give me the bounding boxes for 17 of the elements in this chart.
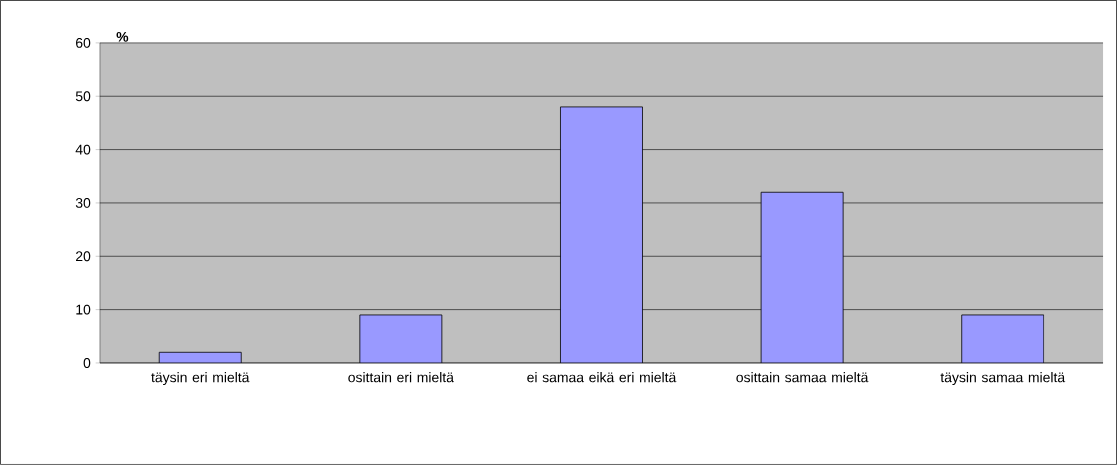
y-tick-label: 20 xyxy=(76,251,91,262)
x-tick-label: osittain samaa mieltä xyxy=(736,372,869,383)
bar xyxy=(961,314,1045,364)
x-tick-label: täysin samaa mieltä xyxy=(940,372,1066,386)
bar xyxy=(359,314,443,364)
y-tick-label: 30 xyxy=(75,198,91,208)
y-tick-label: 60 xyxy=(76,38,91,48)
y-tick-label: 10 xyxy=(76,304,91,315)
bar xyxy=(560,106,643,364)
y-axis-title: % xyxy=(116,31,129,42)
x-tick-label: täysin eri mieltä xyxy=(151,372,250,386)
x-tick-label: osittain eri mieltä xyxy=(348,372,454,383)
y-tick-label: 40 xyxy=(75,144,91,155)
y-tick-label: 50 xyxy=(75,91,91,102)
y-tick-label: 0 xyxy=(83,358,91,368)
x-tick-label: ei samaa eikä eri mieltä xyxy=(527,372,677,383)
bar xyxy=(760,191,844,364)
